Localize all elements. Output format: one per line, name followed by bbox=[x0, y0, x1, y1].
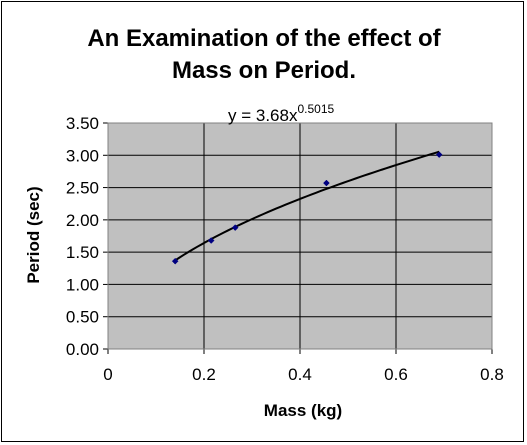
x-tick-label: 0.8 bbox=[480, 365, 504, 384]
x-tick-label: 0.6 bbox=[384, 365, 408, 384]
y-tick-label: 2.00 bbox=[66, 211, 99, 230]
chart-title-line-2: Mass on Period. bbox=[172, 57, 356, 84]
chart-title-line-1: An Examination of the effect of bbox=[87, 25, 441, 52]
data-point bbox=[435, 151, 443, 158]
trendline-equation-base: y = 3.68x bbox=[228, 106, 298, 125]
power-trendline bbox=[174, 150, 440, 262]
y-tick-label: 0.00 bbox=[66, 340, 99, 359]
data-point bbox=[323, 179, 330, 187]
y-axis-title: Period (sec) bbox=[24, 186, 43, 283]
tick-labels: 0.00 0.50 1.00 1.50 2.00 2.50 3.00 3.50 0 0.2 0.4 0… bbox=[66, 114, 504, 384]
plot-border bbox=[107, 122, 493, 350]
y-tick-label: 2.50 bbox=[66, 179, 99, 198]
y-tick-label: 3.50 bbox=[66, 114, 99, 133]
x-tick-label: 0.4 bbox=[288, 365, 312, 384]
data-point bbox=[231, 224, 239, 231]
y-tick-label: 3.00 bbox=[66, 146, 99, 165]
y-tick-label: 1.00 bbox=[66, 275, 99, 294]
data-points bbox=[171, 151, 443, 265]
x-tick-label: 0.2 bbox=[192, 365, 216, 384]
x-axis-title: Mass (kg) bbox=[264, 401, 342, 420]
data-point bbox=[171, 257, 179, 265]
y-tick-label: 0.50 bbox=[66, 308, 99, 327]
trendline-equation: y = 3.68x0.5015 bbox=[228, 102, 334, 125]
trendline-equation-exponent: 0.5015 bbox=[297, 102, 334, 116]
data-point bbox=[207, 237, 215, 244]
x-tick-label: 0 bbox=[103, 365, 112, 384]
y-tick-label: 1.50 bbox=[66, 243, 99, 262]
